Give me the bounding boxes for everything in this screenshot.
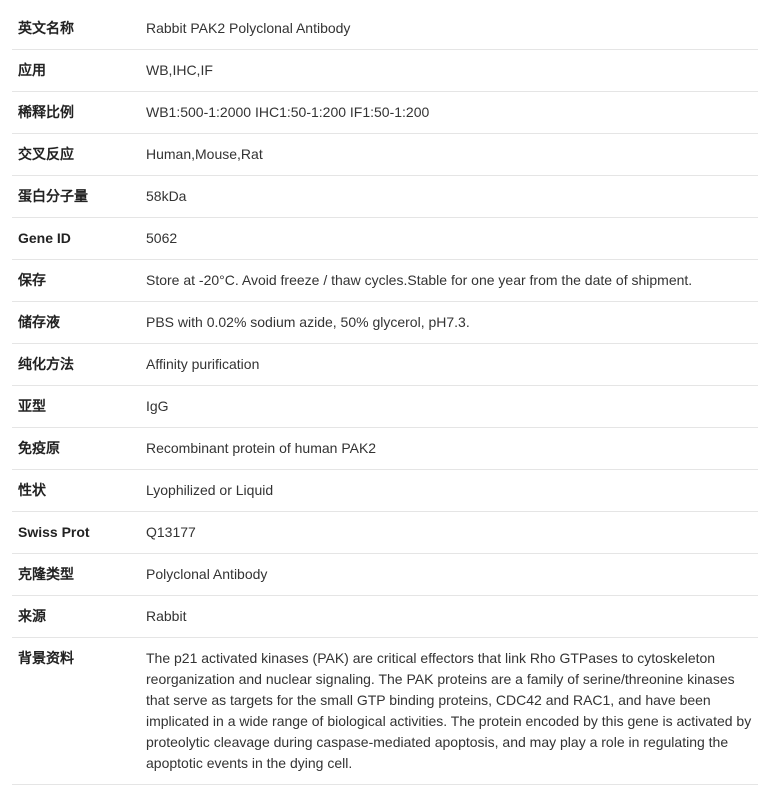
table-row: 应用WB,IHC,IF — [12, 50, 758, 92]
spec-value: 58kDa — [140, 176, 758, 218]
spec-value: Affinity purification — [140, 344, 758, 386]
spec-label: 稀释比例 — [12, 92, 140, 134]
spec-label: 应用 — [12, 50, 140, 92]
spec-label: 英文名称 — [12, 8, 140, 50]
spec-value: Rabbit — [140, 596, 758, 638]
table-row: 保存Store at -20°C. Avoid freeze / thaw cy… — [12, 260, 758, 302]
spec-value: WB1:500-1:2000 IHC1:50-1:200 IF1:50-1:20… — [140, 92, 758, 134]
spec-value: PBS with 0.02% sodium azide, 50% glycero… — [140, 302, 758, 344]
spec-label: 背景资料 — [12, 638, 140, 785]
spec-label: Swiss Prot — [12, 512, 140, 554]
table-row: 性状Lyophilized or Liquid — [12, 470, 758, 512]
spec-value: Rabbit PAK2 Polyclonal Antibody — [140, 8, 758, 50]
spec-label: 亚型 — [12, 386, 140, 428]
spec-label: Gene ID — [12, 218, 140, 260]
table-row: Swiss ProtQ13177 — [12, 512, 758, 554]
spec-label: 保存 — [12, 260, 140, 302]
spec-label: 交叉反应 — [12, 134, 140, 176]
spec-value: Lyophilized or Liquid — [140, 470, 758, 512]
spec-label: 来源 — [12, 596, 140, 638]
table-row: 英文名称Rabbit PAK2 Polyclonal Antibody — [12, 8, 758, 50]
table-row: 克隆类型Polyclonal Antibody — [12, 554, 758, 596]
spec-label: 免疫原 — [12, 428, 140, 470]
spec-value: Q13177 — [140, 512, 758, 554]
spec-value: IgG — [140, 386, 758, 428]
spec-label: 纯化方法 — [12, 344, 140, 386]
spec-value: Recombinant protein of human PAK2 — [140, 428, 758, 470]
spec-rows: 英文名称Rabbit PAK2 Polyclonal Antibody 应用WB… — [12, 8, 758, 785]
spec-value: Polyclonal Antibody — [140, 554, 758, 596]
spec-value: Store at -20°C. Avoid freeze / thaw cycl… — [140, 260, 758, 302]
table-row: 纯化方法Affinity purification — [12, 344, 758, 386]
table-row: 蛋白分子量58kDa — [12, 176, 758, 218]
product-spec-table: 英文名称Rabbit PAK2 Polyclonal Antibody 应用WB… — [12, 8, 758, 785]
spec-label: 蛋白分子量 — [12, 176, 140, 218]
table-row: 储存液PBS with 0.02% sodium azide, 50% glyc… — [12, 302, 758, 344]
spec-value: Human,Mouse,Rat — [140, 134, 758, 176]
table-row: Gene ID5062 — [12, 218, 758, 260]
spec-value: WB,IHC,IF — [140, 50, 758, 92]
spec-label: 克隆类型 — [12, 554, 140, 596]
table-row: 稀释比例WB1:500-1:2000 IHC1:50-1:200 IF1:50-… — [12, 92, 758, 134]
spec-value: 5062 — [140, 218, 758, 260]
table-row: 来源Rabbit — [12, 596, 758, 638]
table-row: 亚型IgG — [12, 386, 758, 428]
table-row: 免疫原Recombinant protein of human PAK2 — [12, 428, 758, 470]
table-row: 背景资料The p21 activated kinases (PAK) are … — [12, 638, 758, 785]
table-row: 交叉反应Human,Mouse,Rat — [12, 134, 758, 176]
spec-value: The p21 activated kinases (PAK) are crit… — [140, 638, 758, 785]
spec-label: 性状 — [12, 470, 140, 512]
spec-label: 储存液 — [12, 302, 140, 344]
